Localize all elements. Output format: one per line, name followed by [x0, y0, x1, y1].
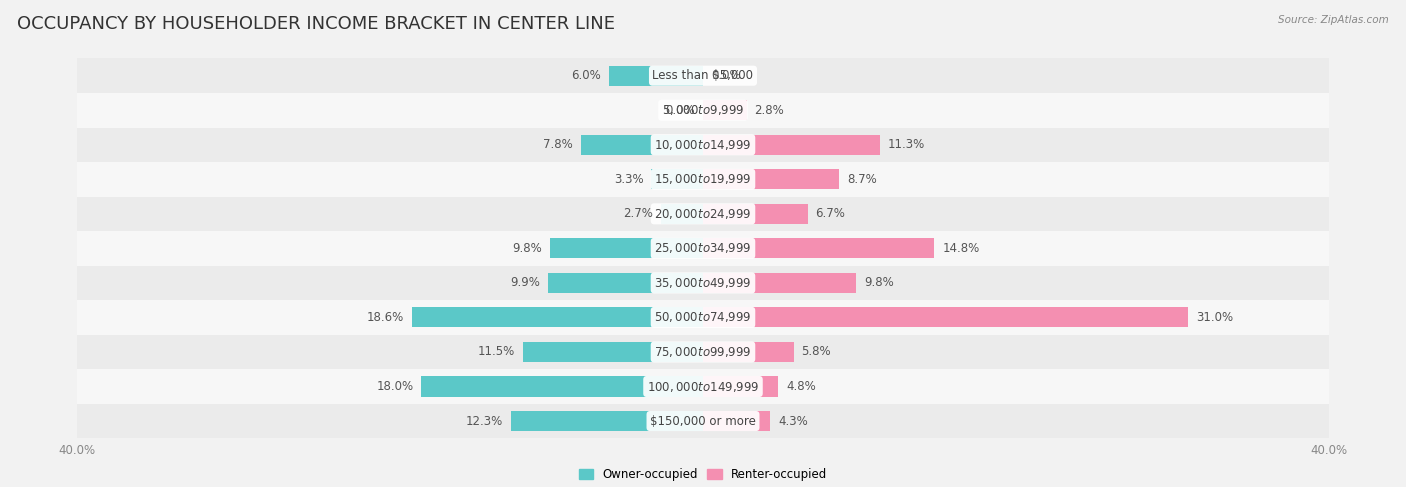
Legend: Owner-occupied, Renter-occupied: Owner-occupied, Renter-occupied	[574, 463, 832, 486]
Bar	[550, 238, 703, 259]
Text: 4.3%: 4.3%	[778, 414, 808, 428]
Bar	[77, 265, 1329, 300]
Text: 0.0%: 0.0%	[665, 104, 695, 117]
Text: 0.0%: 0.0%	[711, 69, 741, 82]
Bar	[510, 411, 703, 431]
Text: $100,000 to $149,999: $100,000 to $149,999	[647, 379, 759, 393]
Bar	[77, 335, 1329, 369]
Bar	[548, 273, 703, 293]
Bar	[77, 93, 1329, 128]
Text: 11.5%: 11.5%	[478, 345, 515, 358]
Bar	[703, 100, 747, 120]
Text: 2.7%: 2.7%	[623, 207, 652, 220]
Text: 12.3%: 12.3%	[465, 414, 503, 428]
Text: 5.8%: 5.8%	[801, 345, 831, 358]
Text: 3.3%: 3.3%	[614, 173, 644, 186]
Bar	[77, 197, 1329, 231]
Text: 11.3%: 11.3%	[887, 138, 925, 151]
Text: 2.8%: 2.8%	[755, 104, 785, 117]
Text: $15,000 to $19,999: $15,000 to $19,999	[654, 172, 752, 187]
Text: Less than $5,000: Less than $5,000	[652, 69, 754, 82]
Bar	[77, 231, 1329, 265]
Bar	[77, 162, 1329, 197]
Text: Source: ZipAtlas.com: Source: ZipAtlas.com	[1278, 15, 1389, 25]
Bar	[703, 204, 808, 224]
Bar	[77, 128, 1329, 162]
Text: 9.8%: 9.8%	[512, 242, 541, 255]
Text: $20,000 to $24,999: $20,000 to $24,999	[654, 207, 752, 221]
Bar	[651, 169, 703, 189]
Text: 6.0%: 6.0%	[572, 69, 602, 82]
Bar	[703, 411, 770, 431]
Text: 18.0%: 18.0%	[377, 380, 413, 393]
Text: 7.8%: 7.8%	[544, 138, 574, 151]
Bar	[703, 342, 794, 362]
Text: 18.6%: 18.6%	[367, 311, 405, 324]
Text: $35,000 to $49,999: $35,000 to $49,999	[654, 276, 752, 290]
Bar	[412, 307, 703, 327]
Bar	[609, 66, 703, 86]
Text: 4.8%: 4.8%	[786, 380, 815, 393]
Text: $75,000 to $99,999: $75,000 to $99,999	[654, 345, 752, 359]
Bar	[703, 307, 1188, 327]
Bar	[703, 376, 778, 396]
Bar	[523, 342, 703, 362]
Text: $150,000 or more: $150,000 or more	[650, 414, 756, 428]
Bar	[581, 135, 703, 155]
Text: $5,000 to $9,999: $5,000 to $9,999	[662, 103, 744, 117]
Text: 31.0%: 31.0%	[1195, 311, 1233, 324]
Bar	[703, 238, 935, 259]
Bar	[77, 404, 1329, 438]
Bar	[77, 58, 1329, 93]
Bar	[422, 376, 703, 396]
Text: OCCUPANCY BY HOUSEHOLDER INCOME BRACKET IN CENTER LINE: OCCUPANCY BY HOUSEHOLDER INCOME BRACKET …	[17, 15, 614, 33]
Text: 6.7%: 6.7%	[815, 207, 845, 220]
Bar	[77, 369, 1329, 404]
Bar	[703, 135, 880, 155]
Bar	[703, 273, 856, 293]
Bar	[703, 169, 839, 189]
Text: 9.8%: 9.8%	[865, 277, 894, 289]
Text: 14.8%: 14.8%	[942, 242, 980, 255]
Text: $50,000 to $74,999: $50,000 to $74,999	[654, 310, 752, 324]
Text: 8.7%: 8.7%	[846, 173, 877, 186]
Bar	[661, 204, 703, 224]
Text: 9.9%: 9.9%	[510, 277, 540, 289]
Text: $25,000 to $34,999: $25,000 to $34,999	[654, 242, 752, 255]
Bar	[77, 300, 1329, 335]
Text: $10,000 to $14,999: $10,000 to $14,999	[654, 138, 752, 152]
